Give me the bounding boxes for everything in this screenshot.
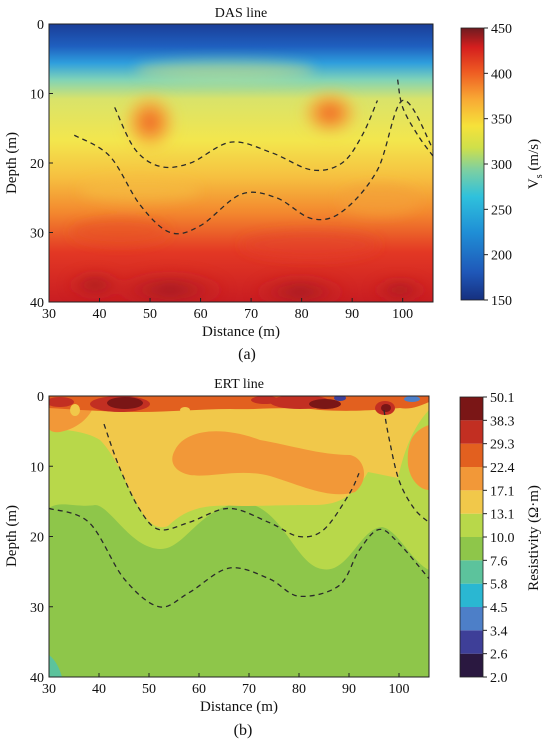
das-xtick-label: 30 xyxy=(42,307,56,322)
das-xtick-label: 50 xyxy=(143,307,157,322)
ert-colorbar-band xyxy=(460,560,483,584)
ert-xtick-label: 40 xyxy=(92,682,106,697)
das-colorbar-tick-label: 450 xyxy=(491,22,512,37)
das-colorbar-tick-label: 250 xyxy=(491,203,512,218)
ert-ytick-label: 30 xyxy=(30,601,44,616)
ert-colorbar-band xyxy=(460,537,483,561)
das-colorbar-label: Vs (m/s) xyxy=(526,139,545,189)
das-xtick-label: 40 xyxy=(93,307,107,322)
ert-colorbar-band xyxy=(460,443,483,467)
das-boundary-line xyxy=(114,100,379,172)
das-panel-label: (a) xyxy=(238,346,256,363)
das-xtick-label: 80 xyxy=(295,307,309,322)
das-colorbar-label-unit: (m/s) xyxy=(526,139,542,174)
das-velocity-map xyxy=(49,24,433,302)
ert-colorbar-band xyxy=(460,653,483,677)
ert-colorbar-band xyxy=(460,420,483,444)
ert-colorbar-tick-label: 10.0 xyxy=(490,531,515,546)
ert-colorbar-band xyxy=(460,583,483,607)
ert-colorbar-tick-label: 3.4 xyxy=(490,624,508,639)
das-colorbar-tick-label: 400 xyxy=(491,67,512,82)
ert-colorbar-label: Resistivity (Ω·m) xyxy=(526,485,542,591)
ert-xtick-label: 80 xyxy=(292,682,306,697)
ert-ylabel: Depth (m) xyxy=(4,505,20,567)
das-colorbar-tick-label: 200 xyxy=(491,249,512,264)
ert-xtick-label: 90 xyxy=(342,682,356,697)
ert-colorbar-tick-label: 4.5 xyxy=(490,601,508,616)
das-title: DAS line xyxy=(215,6,268,21)
ert-title: ERT line xyxy=(214,377,264,392)
ert-xtick-label: 30 xyxy=(42,682,56,697)
das-ytick-label: 0 xyxy=(37,18,44,33)
ert-colorbar-tick-label: 13.1 xyxy=(490,508,515,523)
ert-xtick-label: 60 xyxy=(192,682,206,697)
ert-boundary-line xyxy=(383,409,429,523)
ert-colorbar-band xyxy=(460,630,483,654)
ert-colorbar-tick-label: 2.0 xyxy=(490,671,508,686)
ert-ytick-label: 40 xyxy=(30,671,44,686)
ert-xtick-label: 50 xyxy=(142,682,156,697)
ert-colorbar-band xyxy=(460,467,483,491)
ert-colorbar-tick-label: 22.4 xyxy=(490,461,515,476)
ert-colorbar-tick-label: 5.8 xyxy=(490,578,508,593)
ert-colorbar-tick-label: 38.3 xyxy=(490,414,515,429)
das-boundary-line xyxy=(73,99,433,235)
ert-boundary-line xyxy=(49,507,429,608)
das-ytick-label: 10 xyxy=(30,88,44,103)
ert-boundary-line xyxy=(103,423,360,538)
das-colorbar-label-main: V xyxy=(526,178,542,189)
das-colorbar: 150 200 250 300 350 400 450 Vs (m/s) xyxy=(460,22,545,309)
das-ylabel: Depth (m) xyxy=(4,132,20,194)
ert-ytick-label: 0 xyxy=(37,390,44,405)
das-xlabel: Distance (m) xyxy=(202,324,280,340)
ert-xlabel: Distance (m) xyxy=(200,699,278,715)
ert-panel-label: (b) xyxy=(234,722,253,739)
ert-colorbar-tick-label: 7.6 xyxy=(490,554,508,569)
das-ytick-label: 20 xyxy=(30,157,44,172)
das-xtick-label: 70 xyxy=(244,307,258,322)
ert-xtick-label: 100 xyxy=(389,682,410,697)
ert-colorbar-tick-label: 17.1 xyxy=(490,484,515,499)
ert-resistivity-map xyxy=(49,396,429,677)
ert-colorbar-tick-label: 2.6 xyxy=(490,648,508,663)
das-xtick-label: 60 xyxy=(194,307,208,322)
ert-panel: ERT line xyxy=(4,377,542,739)
das-xtick-label: 100 xyxy=(392,307,413,322)
das-ytick-label: 30 xyxy=(30,227,44,242)
ert-ytick-label: 20 xyxy=(30,531,44,546)
ert-colorbar-band xyxy=(460,490,483,514)
das-xtick-label: 90 xyxy=(345,307,359,322)
das-boundary-line xyxy=(396,79,433,157)
das-colorbar-tick-label: 350 xyxy=(491,113,512,128)
ert-colorbar: 2.0 2.6 3.4 4.5 5.8 7.6 10.0 13.1 17.1 22.4 29.3 38… xyxy=(459,391,542,686)
ert-boundary-lines xyxy=(49,409,429,608)
das-colorbar-tick-label: 150 xyxy=(491,294,512,309)
das-colorbar-label-sub: s xyxy=(534,174,545,178)
das-ytick-label: 40 xyxy=(30,296,44,311)
ert-colorbar-band xyxy=(460,607,483,631)
ert-ytick-label: 10 xyxy=(30,460,44,475)
das-boundary-lines xyxy=(73,79,433,235)
ert-colorbar-tick-label: 50.1 xyxy=(490,391,515,406)
ert-colorbar-tick-label: 29.3 xyxy=(490,438,515,453)
ert-colorbar-band xyxy=(460,397,483,421)
das-colorbar-tick-label: 300 xyxy=(491,158,512,173)
ert-xtick-label: 70 xyxy=(242,682,256,697)
ert-colorbar-band xyxy=(460,513,483,537)
